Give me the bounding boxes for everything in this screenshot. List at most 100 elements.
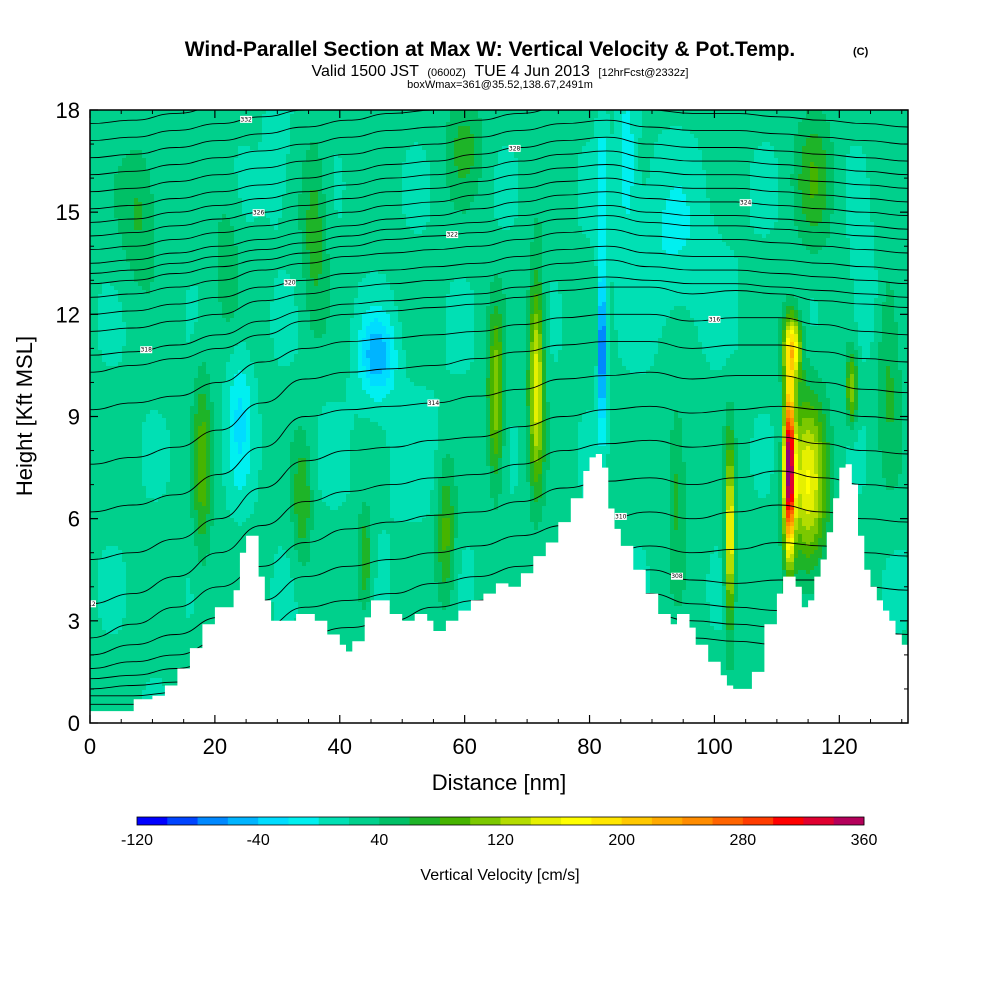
velocity-cell [110,394,115,399]
velocity-cell [106,634,111,639]
velocity-cell [110,390,115,395]
velocity-cell [98,394,103,399]
velocity-cell [94,426,99,431]
velocity-cell [118,442,123,447]
chart-title: Wind-Parallel Section at Max W: Vertical… [185,38,796,61]
velocity-cell [102,538,107,543]
velocity-cell [94,378,99,383]
velocity-cell [118,406,123,411]
velocity-cell [106,390,111,395]
velocity-cell [102,118,107,123]
velocity-cell [94,490,99,495]
velocity-cell [94,562,99,567]
velocity-cell [110,198,115,203]
velocity-cell [106,178,111,183]
velocity-cell [114,650,119,655]
velocity-cell [114,666,119,671]
velocity-cell [118,382,123,387]
velocity-cell [118,534,123,539]
velocity-cell [102,690,107,695]
velocity-cell [106,550,111,555]
velocity-cell [118,114,123,119]
velocity-cell [110,378,115,383]
velocity-cell [106,378,111,383]
velocity-cell [114,434,119,439]
velocity-cell [118,150,123,155]
velocity-cell [102,678,107,683]
velocity-cell [110,334,115,339]
velocity-cell [118,666,123,671]
velocity-cell [106,690,111,695]
velocity-cell [106,442,111,447]
velocity-cell [114,254,119,259]
velocity-cell [102,346,107,351]
velocity-cell [114,706,119,711]
velocity-cell [110,158,115,163]
velocity-cell [106,498,111,503]
velocity-cell [114,130,119,135]
velocity-cell [106,682,111,687]
velocity-cell [110,298,115,303]
velocity-cell [110,314,115,319]
velocity-cell [94,158,99,163]
velocity-cell [110,578,115,583]
velocity-cell [102,566,107,571]
velocity-cell [102,198,107,203]
velocity-cell [102,150,107,155]
velocity-cell [114,238,119,243]
velocity-cell [118,226,123,231]
velocity-cell [122,162,127,167]
velocity-cell [94,542,99,547]
velocity-cell [114,250,119,255]
velocity-cell [106,230,111,235]
velocity-cell [110,150,115,155]
velocity-cell [94,498,99,503]
velocity-cell [98,290,103,295]
velocity-cell [94,334,99,339]
velocity-cell [106,210,111,215]
velocity-cell [110,550,115,555]
velocity-cell [94,662,99,667]
velocity-cell [94,326,99,331]
velocity-cell [110,682,115,687]
velocity-cell [110,522,115,527]
velocity-cell [94,450,99,455]
velocity-cell [106,370,111,375]
velocity-cell [118,638,123,643]
velocity-cell [98,670,103,675]
valid-prefix: Valid 1500 JST [312,63,420,80]
velocity-cell [94,626,99,631]
velocity-cell [102,426,107,431]
velocity-cell [110,166,115,171]
velocity-cell [118,510,123,515]
velocity-cell [106,394,111,399]
velocity-cell [118,466,123,471]
valid-time-line: Valid 1500 JST (0600Z) TUE 4 Jun 2013 [1… [312,63,689,80]
velocity-cell [110,590,115,595]
velocity-cell [98,638,103,643]
velocity-cell [106,502,111,507]
velocity-cell [110,422,115,427]
velocity-cell [98,322,103,327]
velocity-cell [106,574,111,579]
velocity-cell [98,350,103,355]
velocity-cell [102,194,107,199]
velocity-cell [110,214,115,219]
velocity-cell [102,662,107,667]
velocity-cell [106,622,111,627]
velocity-cell [98,414,103,419]
velocity-cell [94,226,99,231]
velocity-cell [102,450,107,455]
velocity-cell [94,530,99,535]
velocity-cell [118,562,123,567]
velocity-cell [98,158,103,163]
velocity-cell [114,698,119,703]
velocity-cell [106,670,111,675]
velocity-cell [114,314,119,319]
velocity-cell [98,470,103,475]
velocity-cell [114,338,119,343]
velocity-cell [98,518,103,523]
velocity-cell [114,318,119,323]
velocity-cell [110,526,115,531]
velocity-cell [102,442,107,447]
